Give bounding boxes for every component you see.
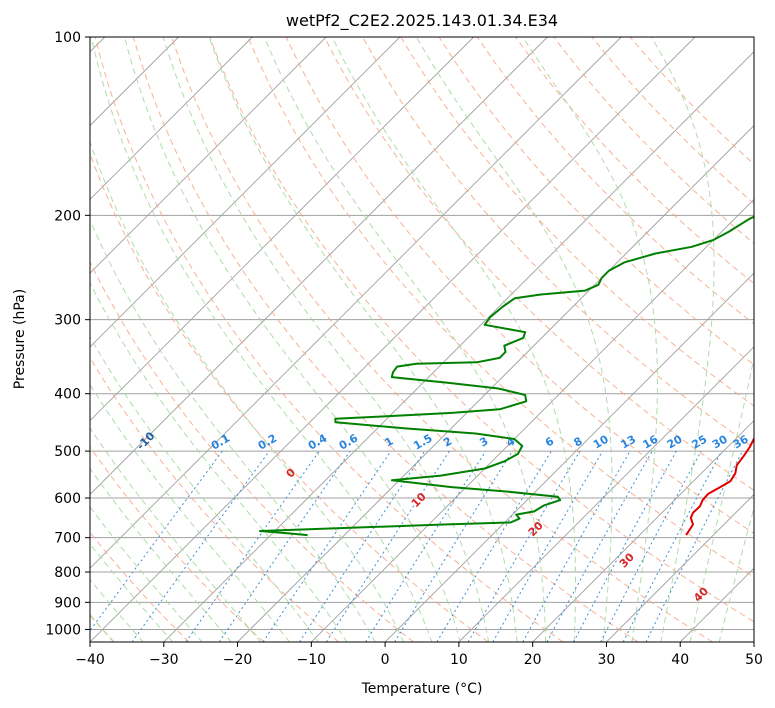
dry-adiabat-line — [438, 37, 754, 366]
mixing-ratio-line — [600, 450, 702, 642]
mixing-ratio-line — [185, 450, 320, 642]
isotherm-line — [163, 51, 754, 642]
moist-adiabat-line — [90, 578, 144, 642]
chart-title: wetPf2_C2E2.2025.143.01.34.E34 — [286, 11, 558, 31]
mixing-ratio-line — [436, 450, 552, 642]
moist-adiabat-line — [90, 281, 348, 642]
x-tick-label: 10 — [450, 652, 468, 668]
x-axis-label: Temperature (°C) — [361, 681, 483, 697]
y-tick-label: 900 — [54, 595, 81, 611]
moist-adiabat-line — [263, 37, 547, 642]
mixing-ratio-line — [365, 450, 487, 642]
dry-adiabat-line — [323, 37, 754, 491]
series-layer — [259, 215, 754, 537]
dry-adiabat-line — [90, 446, 265, 642]
background-lines-layer — [90, 37, 754, 642]
mixing-ratio-line — [645, 450, 743, 642]
y-tick-label: 300 — [54, 313, 81, 329]
dry-adiabat-line — [209, 37, 754, 623]
moist-adiabat-line — [124, 37, 461, 642]
isotherm-line — [90, 37, 327, 274]
mixing-ratio-line — [394, 450, 513, 642]
isotherm-line — [606, 493, 754, 642]
y-tick-label: 500 — [54, 444, 81, 460]
moist-adiabat-line — [90, 37, 433, 642]
y-tick-label: 200 — [54, 208, 81, 224]
moist-adiabat-line — [162, 37, 490, 642]
moist-adiabat-line — [689, 355, 754, 642]
y-tick-label: 400 — [54, 387, 81, 403]
mixing-ratio-line — [131, 450, 270, 642]
dry-adiabat-line — [90, 260, 414, 642]
dry-adiabat-line — [515, 37, 754, 285]
dry-adiabat-line — [476, 37, 754, 325]
axes-layer: −40 −30 −20 −10 0 10 20 30 40 50 100 200 300 400 500 60… — [45, 30, 763, 668]
mixing-ratio-line — [622, 450, 723, 642]
x-tick-label: 20 — [524, 652, 542, 668]
x-tick-label: 50 — [745, 652, 763, 668]
y-tick-label: 600 — [54, 491, 81, 507]
y-tick-label: 1000 — [45, 622, 81, 638]
moist-adiabat-line — [718, 505, 754, 642]
x-tick-label: −30 — [149, 652, 179, 668]
isotherm-line — [90, 37, 253, 200]
temperature-profile-line — [685, 436, 754, 536]
isotherm-line — [384, 272, 754, 642]
dry-adiabat-line — [94, 37, 564, 642]
x-tick-label: −40 — [75, 652, 105, 668]
mixing-ratio-line — [492, 450, 604, 642]
moist-adiabat-line — [90, 335, 319, 642]
isotherm-line — [90, 37, 548, 496]
y-axis-label: Pressure (hPa) — [12, 289, 28, 389]
mixing-ratio-line — [90, 450, 223, 632]
x-tick-label: 40 — [671, 652, 689, 668]
moist-adiabat-line — [650, 37, 715, 642]
moist-adiabat-line — [90, 467, 232, 642]
dry-adiabat-line — [132, 37, 639, 642]
moist-adiabat-line — [90, 427, 262, 642]
isotherm-line — [90, 37, 696, 642]
dry-adiabat-line — [285, 37, 754, 535]
mixing-ratio-line — [299, 450, 426, 642]
x-tick-label: −10 — [297, 652, 327, 668]
y-tick-label: 100 — [54, 30, 81, 46]
y-tick-label: 700 — [54, 531, 81, 547]
isotherm-line — [90, 37, 401, 348]
mixing-ratio-line — [467, 450, 581, 642]
moist-adiabat-line — [90, 140, 405, 642]
isotherm-line — [458, 346, 754, 642]
isotherm-line — [90, 37, 622, 569]
plot-frame — [89, 36, 755, 643]
isotherm-line — [532, 420, 754, 642]
x-tick-label: −20 — [223, 652, 253, 668]
mixing-ratio-line — [546, 450, 653, 642]
x-tick-label: 0 — [381, 652, 390, 668]
moist-adiabat-line — [415, 37, 613, 642]
moist-adiabat-line — [208, 37, 518, 642]
dewpoint-profile-line — [259, 215, 754, 537]
moist-adiabat-line — [522, 37, 658, 642]
moist-adiabat-line — [90, 543, 174, 642]
moist-adiabat-line — [90, 383, 290, 642]
x-tick-label: 30 — [598, 652, 616, 668]
moist-adiabat-line — [331, 37, 576, 642]
y-tick-label: 800 — [54, 565, 81, 581]
dry-adiabat-line — [171, 37, 713, 642]
moist-adiabat-line — [90, 218, 376, 642]
mixing-ratio-line — [573, 450, 677, 642]
dry-adiabat-line — [247, 37, 754, 578]
isotherm-line — [90, 37, 474, 422]
mixing-ratio-line — [522, 450, 631, 642]
moist-adiabat-line — [90, 506, 203, 642]
mixing-ratio-line — [325, 450, 450, 642]
isotherm-line — [237, 124, 754, 642]
